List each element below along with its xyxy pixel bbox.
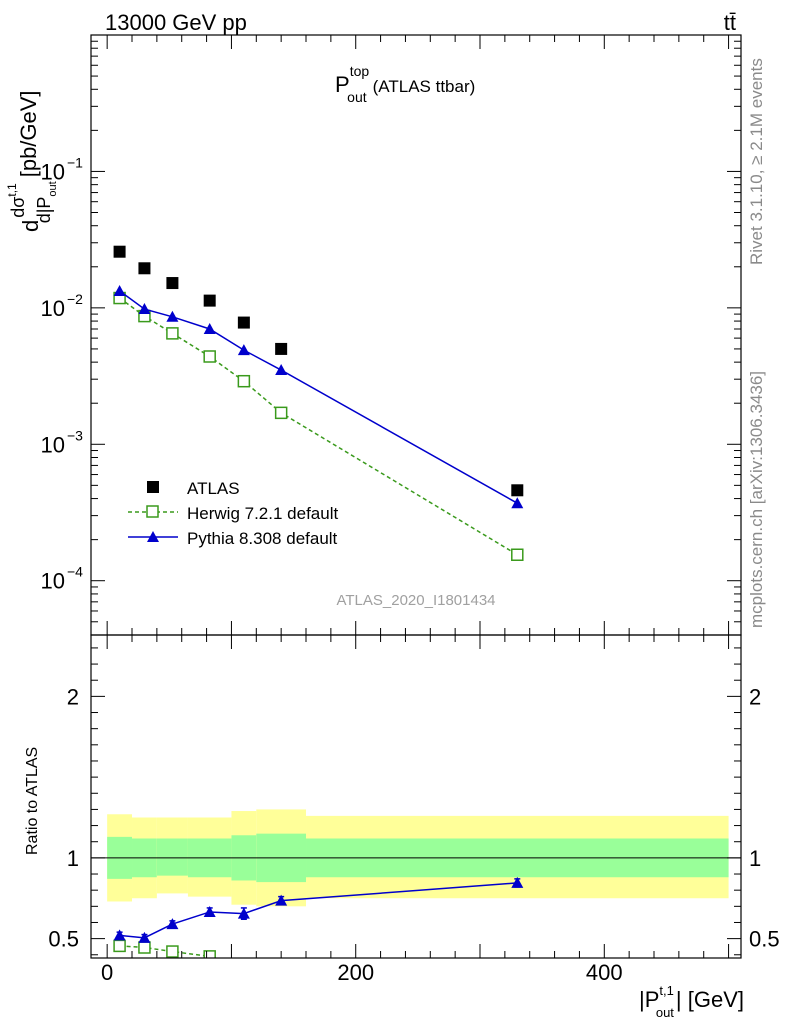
main-title-rest: (ATLAS ttbar): [373, 77, 476, 96]
main-ylabel: d dσt,1 d|Pout [pb/GeV]: [5, 90, 59, 232]
ratio-pythia-point: [138, 931, 151, 943]
main-title-sup: top: [350, 63, 370, 79]
xlabel-pre: |P: [639, 987, 659, 1012]
main-ylabel-text: d dσt,1 d|Pout [pb/GeV]: [5, 90, 59, 232]
x-tick-label: 400: [586, 960, 623, 985]
ratio-pythia-point: [237, 907, 250, 919]
ratio-y-tick-label-right: 1: [749, 846, 761, 871]
ratio-herwig-point: [138, 941, 151, 954]
pythia-point: [203, 322, 216, 334]
ratio-y-tick-label: 1: [67, 846, 79, 871]
ratio-pythia-point: [113, 929, 126, 941]
x-tick-label: 0: [101, 960, 113, 985]
atlas-data-point: [275, 342, 288, 355]
header-left: 13000 GeV pp: [105, 10, 247, 35]
ratio-frame: 0.5 0.5 1 1 2 2 0 200 400: [48, 634, 780, 985]
ratio-y-tick-label: 2: [67, 684, 79, 709]
main-y-tick-label: 10: [41, 296, 65, 321]
herwig-point: [511, 548, 524, 561]
main-y-tick-label: 10: [41, 569, 65, 594]
legend-pythia-label: Pythia 8.308 default: [187, 529, 338, 548]
legend-herwig-label: Herwig 7.2.1 default: [187, 504, 338, 523]
rivet-version-text: Rivet 3.1.10, ≥ 2.1M events: [747, 58, 766, 265]
ratio-y-tick-label-right: 2: [749, 684, 761, 709]
ratio-panel: [91, 809, 741, 907]
main-title-sub: out: [347, 89, 367, 105]
ratio-herwig-point: [113, 939, 126, 953]
ratio-series-line-0: [119, 945, 210, 958]
pythia-point: [166, 310, 179, 322]
main-title-symbol: P: [335, 72, 350, 97]
ratio-pythia-point: [203, 905, 216, 917]
ratio-y-tick-label: 0.5: [48, 927, 79, 952]
legend: ATLAS Herwig 7.2.1 default Pythia 8.308 …: [128, 479, 338, 548]
ratio-ylabel: Ratio to ATLAS: [24, 747, 41, 855]
analysis-watermark: ATLAS_2020_I1801434: [336, 592, 495, 609]
ylabel-dsigma: dσ: [8, 197, 28, 218]
ratio-series-layer: [113, 876, 524, 958]
herwig-point: [166, 327, 179, 340]
pythia-point: [275, 364, 288, 376]
main-y-tick-label: 10: [41, 159, 65, 184]
ylabel-sub: out: [47, 181, 59, 196]
ratio-y-tick-label-right: 0.5: [749, 927, 780, 952]
legend-herwig-marker: [146, 505, 159, 518]
ratio-pythia-point: [166, 918, 179, 930]
herwig-point: [274, 406, 288, 420]
xlabel-sup: t,1: [659, 983, 673, 998]
ylabel-d: d: [18, 220, 43, 232]
legend-atlas-label: ATLAS: [187, 479, 240, 498]
main-y-tick-exponent: −3: [67, 427, 83, 443]
main-y-tick-exponent: −4: [67, 564, 83, 580]
ylabel-unit: [pb/GeV]: [16, 90, 41, 177]
ratio-axes-box: [90, 634, 742, 959]
atlas-data-point: [203, 294, 216, 307]
ratio-herwig-point: [203, 950, 216, 958]
main-series-layer: [113, 245, 524, 561]
x-axis-label: |Pt,1 out| [GeV]: [639, 983, 744, 1020]
pythia-point: [511, 497, 524, 509]
x-tick-label: 200: [337, 960, 374, 985]
atlas-data-point: [138, 262, 151, 275]
ylabel-sup: t,1: [5, 183, 19, 197]
main-y-tick-label: 10: [41, 432, 65, 457]
atlas-data-point: [511, 484, 524, 497]
herwig-point: [237, 374, 251, 388]
legend-pythia-marker: [147, 531, 159, 542]
main-title: Ptop out (ATLAS ttbar): [335, 63, 475, 105]
ylabel-denom: d|P: [34, 197, 54, 224]
main-y-tick-exponent: −2: [67, 291, 83, 307]
legend-atlas-marker: [147, 481, 159, 493]
ratio-inner-band: [156, 838, 188, 876]
atlas-data-point: [113, 245, 126, 258]
main-frame: 10−410−310−210−1: [41, 34, 742, 636]
pythia-point: [113, 284, 126, 296]
main-series-line-2: [119, 290, 518, 504]
mcplots-credit-text: mcplots.cern.ch [arXiv:1306.3436]: [747, 371, 766, 628]
ratio-pythia-point: [511, 876, 524, 888]
header-right: tt̄: [724, 10, 736, 35]
xlabel-post: | [GeV]: [676, 987, 744, 1012]
pythia-point: [237, 344, 250, 356]
xlabel-sub: out: [656, 1005, 674, 1020]
ratio-pythia-point: [275, 894, 288, 906]
atlas-data-point: [166, 277, 179, 290]
pythia-point: [138, 303, 151, 315]
ratio-clipped-series: [113, 876, 524, 958]
herwig-point: [203, 350, 216, 363]
ratio-herwig-point: [166, 945, 179, 958]
atlas-data-point: [237, 316, 250, 329]
main-y-tick-exponent: −1: [67, 154, 83, 170]
